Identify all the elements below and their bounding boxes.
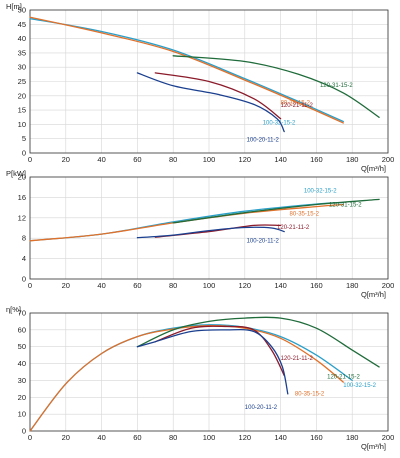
power-series-100-20-11-2-line <box>137 227 284 237</box>
head-series-label-120-31-15-2: 120-31-15-2 <box>320 83 353 89</box>
power-x-axis-label: Q[m³/h] <box>361 290 386 299</box>
efficiency-series-100-32-15-2-line <box>30 325 352 431</box>
power-series-label-120-31-15-2: 120-31-15-2 <box>329 203 362 209</box>
head-x-tick-label: 200 <box>382 155 395 164</box>
head-x-tick-label: 60 <box>133 155 141 164</box>
head-x-tick-label: 40 <box>97 155 105 164</box>
efficiency-y-tick-label: 30 <box>18 376 26 385</box>
efficiency-y-tick-label: 10 <box>18 410 26 419</box>
power-x-tick-label: 20 <box>62 281 70 290</box>
efficiency-x-tick-label: 160 <box>310 433 323 442</box>
efficiency-x-tick-label: 0 <box>28 433 32 442</box>
efficiency-y-tick-label: 20 <box>18 393 26 402</box>
head-y-tick-label: 15 <box>18 106 26 115</box>
efficiency-x-tick-label: 80 <box>169 433 177 442</box>
head-curve-chart: 0 20 40 60 80 100 120 140 160 180 200 0 5 10 15 20 25 30 3… <box>6 2 394 173</box>
efficiency-x-tick-label: 120 <box>239 433 252 442</box>
efficiency-x-tick-label: 60 <box>133 433 141 442</box>
efficiency-series-80-35-15-2-line <box>30 326 343 431</box>
power-y-axis-label: P[kW] <box>6 169 26 178</box>
efficiency-y-tick-label: 50 <box>18 342 26 351</box>
power-series-label-80-35-15-2: 80-35-15-2 <box>290 211 320 217</box>
head-y-tick-label: 20 <box>18 91 26 100</box>
power-y-tick-label: 12 <box>18 213 26 222</box>
efficiency-y-tick-label: 60 <box>18 325 26 334</box>
efficiency-series-label-120-21-15-2: 120-21-15-2 <box>327 375 360 381</box>
power-x-tick-label: 0 <box>28 281 32 290</box>
efficiency-series-label-120-21-11-2: 120-21-11-2 <box>281 356 314 362</box>
head-y-tick-label: 35 <box>18 48 26 57</box>
efficiency-x-tick-label: 200 <box>382 433 395 442</box>
head-y-tick-label: 0 <box>22 149 26 158</box>
power-series-label-100-20-11-2: 100-20-11-2 <box>247 238 280 244</box>
head-x-tick-label: 140 <box>274 155 287 164</box>
efficiency-x-tick-label: 140 <box>274 433 287 442</box>
efficiency-series-label-100-32-15-2: 100-32-15-2 <box>343 383 376 389</box>
head-y-tick-label: 5 <box>22 134 26 143</box>
power-x-tick-label: 40 <box>97 281 105 290</box>
head-x-axis-label: Q[m³/h] <box>361 164 386 173</box>
head-x-tick-label: 100 <box>203 155 216 164</box>
power-y-tick-label: 4 <box>22 254 26 263</box>
power-x-tick-label: 100 <box>203 281 216 290</box>
efficiency-series-120-21-15-2-line <box>137 317 379 367</box>
head-series-label-100-20-11-2: 100-20-11-2 <box>247 138 280 144</box>
head-x-tick-label: 80 <box>169 155 177 164</box>
efficiency-series-120-21-11-2-line <box>155 326 284 375</box>
power-x-tick-label: 80 <box>169 281 177 290</box>
head-x-tick-label: 120 <box>239 155 252 164</box>
efficiency-curve-chart: 0 20 40 60 80 100 120 140 160 180 200 0 10 20 30 40 50 60… <box>6 305 394 451</box>
head-x-tick-label: 20 <box>62 155 70 164</box>
head-y-tick-label: 40 <box>18 34 26 43</box>
head-y-tick-label: 10 <box>18 120 26 129</box>
head-x-tick-label: 0 <box>28 155 32 164</box>
efficiency-x-axis-label: Q[m³/h] <box>361 442 386 451</box>
power-x-tick-label: 160 <box>310 281 323 290</box>
power-x-tick-label: 180 <box>346 281 359 290</box>
head-series-label-120-21-11-2: 120-21-11-2 <box>281 103 314 109</box>
power-y-tick-label: 16 <box>18 193 26 202</box>
head-y-axis-label: H[m] <box>6 2 22 11</box>
power-series-80-35-15-2-line <box>30 205 343 241</box>
power-curve-chart: 0 20 40 60 80 100 120 140 160 180 200048121620P[kW… <box>6 169 394 299</box>
head-y-tick-label: 30 <box>18 63 26 72</box>
head-y-tick-label: 45 <box>18 20 26 29</box>
power-x-tick-label: 120 <box>239 281 252 290</box>
power-x-tick-label: 60 <box>133 281 141 290</box>
efficiency-series-label-100-20-11-2: 100-20-11-2 <box>245 405 278 411</box>
head-x-tick-label: 180 <box>346 155 359 164</box>
power-x-tick-label: 140 <box>274 281 287 290</box>
head-y-tick-label: 25 <box>18 77 26 86</box>
efficiency-x-tick-label: 40 <box>97 433 105 442</box>
power-y-tick-label: 8 <box>22 234 26 243</box>
efficiency-x-tick-label: 100 <box>203 433 216 442</box>
efficiency-series-label-80-35-15-2: 80-35-15-2 <box>295 392 325 398</box>
power-x-tick-label: 200 <box>382 281 395 290</box>
efficiency-x-tick-label: 180 <box>346 433 359 442</box>
power-series-label-100-32-15-2: 100-32-15-2 <box>304 188 337 194</box>
power-y-tick-label: 0 <box>22 275 26 284</box>
head-x-tick-label: 160 <box>310 155 323 164</box>
efficiency-y-axis-label: η[%] <box>6 305 21 314</box>
efficiency-x-tick-label: 20 <box>62 433 70 442</box>
efficiency-y-tick-label: 0 <box>22 427 26 436</box>
efficiency-y-tick-label: 40 <box>18 359 26 368</box>
